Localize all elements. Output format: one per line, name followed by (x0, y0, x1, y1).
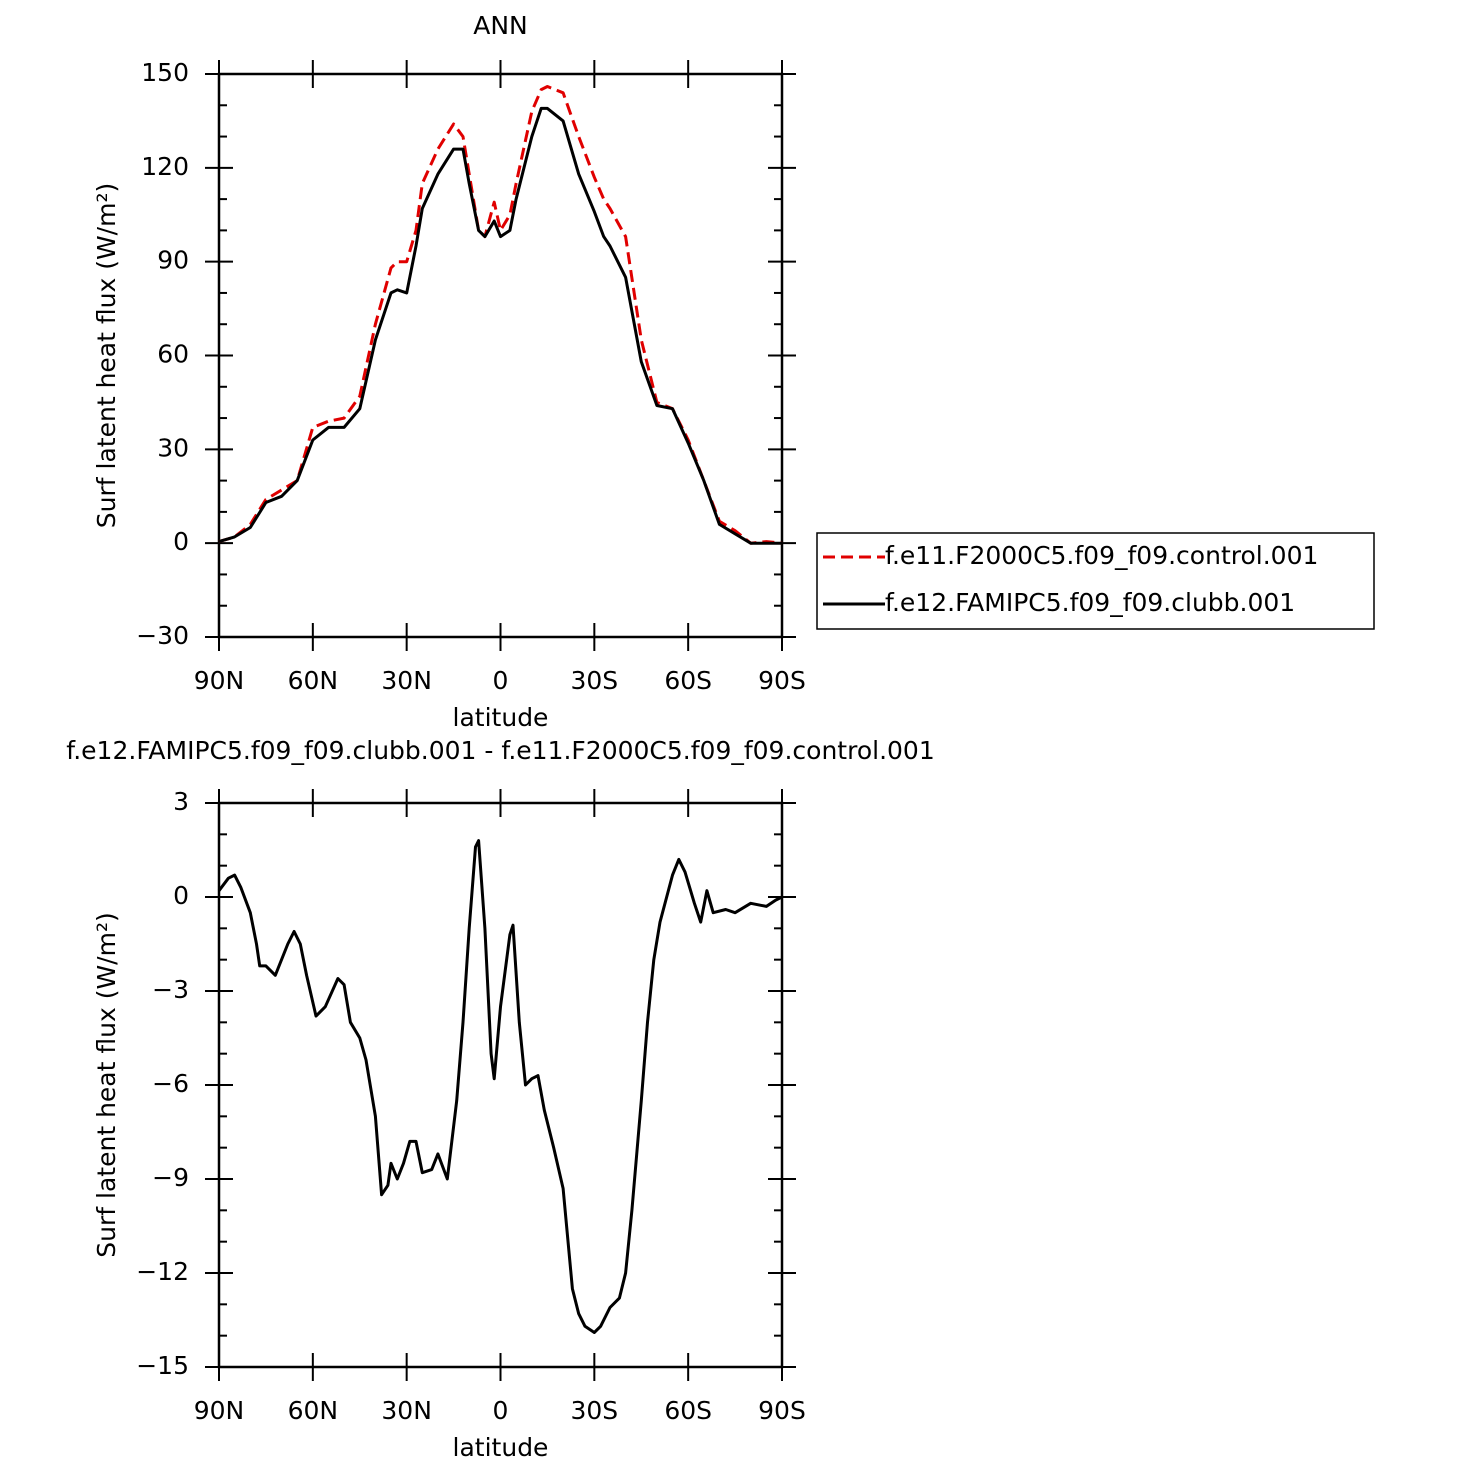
y-tick-label: 0 (173, 881, 189, 910)
x-tick-label: 30N (381, 1396, 432, 1425)
y-tick-label: 90 (157, 246, 189, 275)
y-tick-label: 3 (173, 787, 189, 816)
y-axis-label: Surf latent heat flux (W/m²) (92, 183, 121, 528)
data-line (218, 85, 783, 545)
x-tick-label: 60S (664, 666, 712, 695)
data-line (217, 839, 783, 1334)
x-tick-label: 90N (194, 666, 245, 695)
x-axis-label: latitude (453, 703, 549, 732)
y-tick-label: −30 (136, 621, 189, 650)
x-tick-label: 0 (493, 1396, 509, 1425)
plot-frame (217, 801, 784, 1369)
x-tick-label: 90S (758, 1396, 806, 1425)
x-tick-label: 60N (288, 1396, 339, 1425)
y-tick-label: −12 (136, 1257, 189, 1286)
legend-label: f.e11.F2000C5.f09_f09.control.001 (885, 541, 1318, 570)
y-tick-label: −6 (152, 1069, 189, 1098)
y-tick-label: −3 (152, 975, 189, 1004)
y-tick-label: 30 (157, 433, 189, 462)
y-tick-label: 60 (157, 340, 189, 369)
y-tick-label: 120 (141, 152, 189, 181)
x-tick-label: 30S (570, 1396, 618, 1425)
y-axis-label: Surf latent heat flux (W/m²) (92, 912, 121, 1257)
x-tick-label: 60S (664, 1396, 712, 1425)
x-axis-label: latitude (453, 1433, 549, 1462)
x-tick-label: 60N (288, 666, 339, 695)
x-tick-label: 90N (194, 1396, 245, 1425)
x-tick-label: 90S (758, 666, 806, 695)
x-tick-label: 30S (570, 666, 618, 695)
y-tick-label: −9 (152, 1163, 189, 1192)
chart-title: ANN (473, 11, 528, 40)
legend-box (816, 532, 1375, 630)
y-tick-label: 0 (173, 527, 189, 556)
x-tick-label: 0 (493, 666, 509, 695)
data-line (218, 106, 782, 545)
plot-frame (217, 72, 784, 639)
y-tick-label: −15 (136, 1351, 189, 1380)
y-tick-label: 150 (141, 58, 189, 87)
chart-title: f.e12.FAMIPC5.f09_f09.clubb.001 - f.e11.… (66, 736, 934, 765)
legend-label: f.e12.FAMIPC5.f09_f09.clubb.001 (885, 588, 1295, 617)
x-tick-label: 30N (381, 666, 432, 695)
